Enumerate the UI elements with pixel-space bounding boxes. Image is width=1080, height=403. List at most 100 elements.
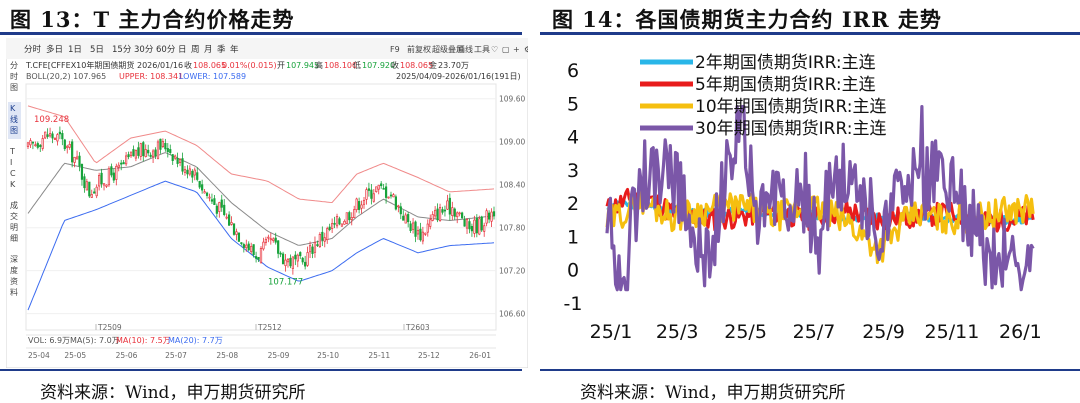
- candle-body: [230, 222, 233, 225]
- candle-body: [164, 142, 167, 150]
- figure-13-title: 图 13：T 主力合约价格走势: [10, 7, 295, 32]
- x-tick-label: 25/5: [724, 321, 767, 343]
- candle-body: [93, 191, 96, 194]
- candle-body: [183, 168, 187, 173]
- candle-body: [36, 143, 39, 148]
- contract-labels: T2509 T2512 T2603: [95, 323, 430, 332]
- candle-body: [124, 155, 128, 165]
- candle-body: [232, 223, 236, 235]
- side-tab-1-char: K: [10, 104, 16, 113]
- last-value: 108.065: [400, 61, 433, 70]
- date-tick-label: 25-10: [317, 351, 339, 360]
- candle-body: [296, 254, 299, 262]
- candle-body: [426, 223, 429, 233]
- toolbar-item-5: 30分: [134, 45, 154, 55]
- candle-body: [404, 214, 407, 224]
- candle-body: [407, 214, 410, 223]
- y-tick-label: 4: [567, 127, 579, 149]
- date-tick-label: 25-11: [368, 351, 390, 360]
- candle-body: [355, 198, 358, 211]
- candle-body: [274, 237, 277, 243]
- candle-body: [421, 231, 424, 242]
- candle-body: [161, 141, 165, 147]
- candle-body: [267, 236, 270, 239]
- date-tick-label: 25-05: [64, 351, 86, 360]
- candle-body: [80, 163, 84, 180]
- toolbar-item-10: 季: [217, 44, 226, 55]
- candle-body: [465, 219, 469, 229]
- candle-body: [470, 226, 474, 232]
- toolbar-item-4: 15分: [112, 45, 132, 55]
- candle-body: [223, 204, 226, 215]
- candle-body: [343, 220, 346, 225]
- candle-body: [154, 149, 157, 157]
- candle-body: [85, 181, 88, 191]
- candle-body: [434, 209, 437, 217]
- candle-body: [384, 186, 388, 198]
- x-tick-label: 26/1: [999, 321, 1042, 343]
- toolbar-right-item-3: 画线: [457, 44, 473, 54]
- candle-body: [438, 207, 442, 221]
- chart-frame: [6, 38, 528, 368]
- last-label: 收: [391, 60, 399, 70]
- side-tab-4-char: 料: [10, 287, 18, 297]
- toolbar-right-item-6: ▢: [502, 45, 510, 54]
- candle-body: [193, 169, 196, 176]
- candle-body: [122, 162, 125, 165]
- candle-body: [326, 228, 329, 241]
- candle-body: [178, 159, 182, 164]
- candle-body: [281, 253, 285, 265]
- candle-body: [102, 183, 106, 186]
- toolbar-right-item-8: ⚙: [524, 45, 528, 54]
- candle-body: [490, 211, 493, 222]
- toolbar-item-6: 60分: [156, 45, 176, 55]
- candle-body: [137, 147, 140, 156]
- y-tick-label: 3: [567, 160, 579, 182]
- toolbar-item-9: 月: [204, 45, 213, 55]
- info-line-1: T.CFE[CFFEX10年期国债期货 2026/01/16 收 108.065…: [25, 60, 469, 70]
- toolbar-item-0: 分时: [24, 44, 42, 55]
- candle-body: [382, 187, 385, 190]
- candle-body: [304, 261, 307, 267]
- candle-body: [353, 209, 356, 219]
- candle-body: [129, 151, 133, 157]
- high-label: 高: [315, 60, 323, 70]
- candle-body: [416, 229, 420, 235]
- candle-body: [142, 142, 145, 157]
- candle-body: [205, 192, 209, 196]
- candle-body: [240, 242, 243, 244]
- candle-body: [66, 145, 69, 149]
- price-tick-label: 108.40: [499, 181, 525, 190]
- candle-body: [186, 169, 189, 175]
- candle-body: [348, 212, 351, 221]
- toolbar-right-item-4: 工具: [474, 45, 490, 54]
- candle-body: [318, 234, 321, 248]
- candle-body: [107, 168, 111, 186]
- candle-body: [411, 222, 415, 230]
- candle-body: [68, 143, 71, 148]
- candle-body: [176, 157, 179, 164]
- contract-label: T2512: [257, 323, 282, 332]
- candle-body: [392, 194, 395, 198]
- candle-body: [338, 218, 341, 225]
- candle-body: [48, 133, 52, 137]
- candle-body: [431, 214, 434, 221]
- candle-body: [159, 138, 162, 150]
- t-futures-kline-chart: 分时 多日 1日 5日 15分 30分 60分日周月季年 F9 前复权 超级叠加画线 工具 ♡ ▢ + ⚙…: [6, 38, 528, 368]
- candle-body: [90, 194, 93, 198]
- candle-body: [394, 196, 398, 210]
- candle-body: [399, 206, 402, 215]
- toolbar-item-11: 年: [230, 44, 239, 55]
- candle-body: [331, 223, 334, 229]
- vol-ma10: MA(10): 7.5万: [116, 336, 171, 345]
- candle-body: [61, 133, 64, 140]
- plot-area: [25, 83, 497, 331]
- candle-body: [289, 257, 292, 267]
- boll-upper-value: UPPER: 108.341: [119, 72, 183, 81]
- date-tick-label: 25-07: [165, 351, 187, 360]
- toolbar-item-1: 多日: [46, 44, 63, 55]
- price-annotations: 109.248 107.177: [34, 115, 303, 287]
- candle-body: [174, 155, 177, 159]
- candle-body: [448, 197, 451, 215]
- side-tab-1-char: 线: [10, 114, 18, 124]
